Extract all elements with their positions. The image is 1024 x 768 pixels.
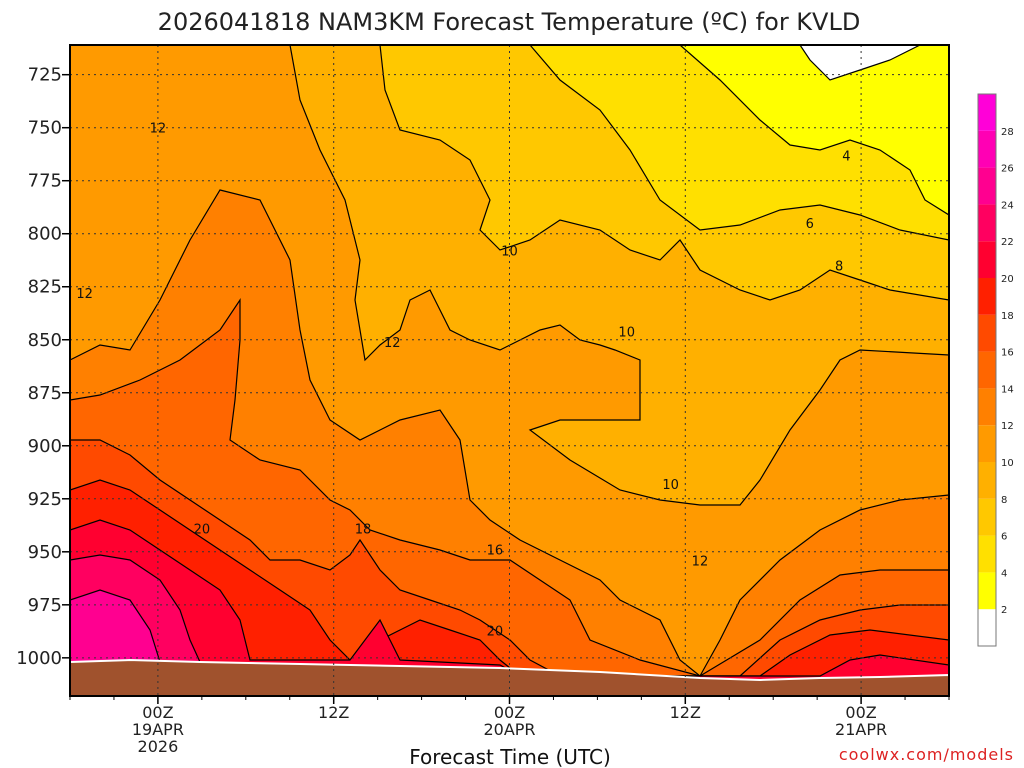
colorbar-swatch [978,425,996,462]
colorbar-swatch [978,498,996,536]
y-tick-label: 750 [28,118,62,139]
grid [70,45,949,696]
y-tick-label: 975 [28,595,62,616]
colorbar-tick-label: 2 [1001,605,1007,616]
contour-label: 16 [487,544,504,559]
colorbar-swatch [978,278,996,315]
y-tick-label: 875 [28,383,62,404]
x-tick-label: 12Z [318,703,349,722]
y-axis: 725 750 775 800 825 850 875 900 925 950 975 1000 [16,65,70,669]
colorbar-tick-label: 18 [1001,311,1014,322]
x-tick-label: 21APR [835,720,887,739]
field-2-4 [799,45,921,81]
contour-label: 8 [835,260,843,275]
colorbar-swatch [978,167,996,205]
contour-label: 6 [806,217,814,232]
chart-title: 2026041818 NAM3KM Forecast Temperature (… [158,8,861,36]
x-tick-label: 20APR [483,720,535,739]
colorbar-border [977,93,997,647]
x-tick-label: 12Z [670,703,701,722]
contour-label: 12 [692,554,709,569]
colorbar-tick-label: 20 [1001,274,1014,285]
y-tick-label: 725 [28,65,62,86]
x-tick-label: 00Z [142,703,173,722]
contour-label: 12 [384,336,401,351]
colorbar-tick-label: 22 [1001,237,1014,248]
colorbar-swatch [978,572,996,610]
colorbar-tick-label: 12 [1001,421,1014,432]
field-26-28 [70,589,161,663]
y-tick-label: 850 [28,330,62,351]
colorbar-swatch [978,94,996,131]
colorbar-tick-label: 10 [1001,458,1014,469]
contour-label: 10 [618,325,635,340]
contour-label: 12 [150,122,167,137]
colorbar-swatch [978,314,996,352]
x-axis-label: Forecast Time (UTC) [409,745,611,768]
y-tick-label: 1000 [16,648,62,669]
colorbar-swatch [978,535,996,573]
y-tick-label: 825 [28,277,62,298]
colorbar-tick-label: 26 [1001,164,1014,175]
y-tick-label: 925 [28,489,62,510]
colorbar-swatch [978,204,996,242]
colorbar-swatch [978,351,996,389]
contour-label: 20 [487,624,504,639]
colorbar-swatch [978,609,996,646]
colorbar-tick-label: 4 [1001,568,1007,579]
colorbar-swatch [978,388,996,426]
y-tick-label: 775 [28,171,62,192]
colorbar-tick-label: 8 [1001,495,1007,506]
colorbar-tick-label: 6 [1001,532,1007,543]
x-tick-label: 2026 [138,737,179,756]
terrain [70,658,949,696]
x-tick-label: 19APR [132,720,184,739]
field-20-22 [70,479,949,696]
colorbar-tick-label: 14 [1001,384,1014,395]
contour-label: 20 [194,522,211,537]
colorbar-swatch [978,462,996,499]
colorbar-tick-label: 16 [1001,348,1014,359]
contour-label: 4 [842,149,850,164]
y-tick-label: 800 [28,224,62,245]
contour-label: 10 [662,478,679,493]
y-tick-label: 900 [28,436,62,457]
contour-label: 10 [501,245,518,260]
colorbar-tick-label: 24 [1001,200,1014,211]
colorbar-swatch [978,241,996,278]
x-tick-label: 00Z [845,703,876,722]
y-tick-label: 950 [28,542,62,563]
colorbar-tick-label: 28 [1001,127,1014,138]
field-4-6 [679,45,949,216]
contour-label: 18 [355,522,372,537]
x-tick-label: 00Z [494,703,525,722]
contour-labels: 12 12 10 12 10 4 6 8 10 12 16 18 20 20 [76,122,850,640]
credit-text: coolwx.com/models [839,745,1014,764]
contour-label: 12 [76,287,93,302]
colorbar-swatch [978,130,996,168]
